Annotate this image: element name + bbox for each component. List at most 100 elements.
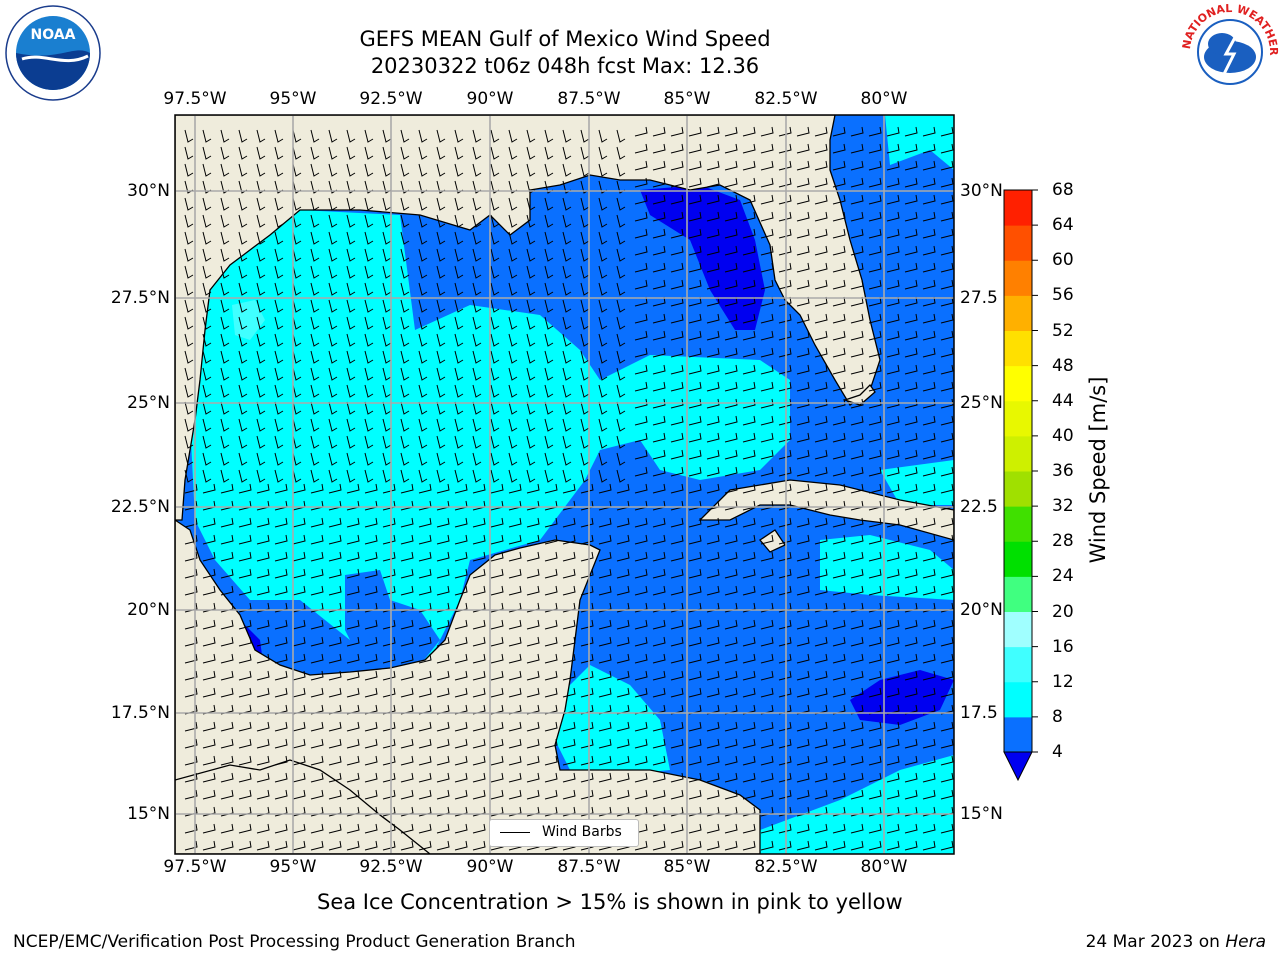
wind-barb: [868, 449, 882, 460]
wind-barb: [724, 432, 738, 443]
wind-barb: [562, 299, 572, 313]
wind-barb: [724, 823, 738, 834]
wind-barb: [562, 483, 576, 494]
wind-barb: [382, 248, 392, 262]
wind-barb: [814, 143, 828, 154]
wind-barb: [508, 214, 518, 228]
wind-barb: [544, 653, 558, 664]
wind-barb: [616, 350, 626, 364]
wind-barb: [778, 330, 792, 341]
wind-barb: [706, 211, 720, 222]
wind-barb: [418, 517, 432, 528]
wind-barb: [904, 398, 918, 409]
wind-barb: [670, 517, 684, 528]
wind-barb: [598, 585, 612, 596]
wind-barb: [400, 401, 410, 415]
wind-barb: [328, 568, 342, 579]
wind-barb: [670, 568, 684, 579]
wind-barb: [220, 248, 230, 262]
wind-barb: [814, 126, 828, 137]
wind-barb: [472, 282, 482, 296]
wind-barb: [598, 483, 612, 494]
wind-barb: [526, 248, 536, 262]
wind-barb: [724, 194, 738, 205]
colorbar-segment: [1004, 330, 1032, 367]
wind-barb: [220, 146, 230, 160]
wind-barb: [868, 840, 882, 851]
wind-barb: [940, 364, 954, 375]
wind-barb: [454, 534, 468, 545]
wind-barb: [184, 772, 198, 783]
wind-barb: [760, 279, 774, 290]
wind-barb: [382, 772, 396, 783]
wind-barb: [544, 384, 554, 398]
wind-barb: [724, 347, 738, 358]
wind-barb: [184, 469, 194, 483]
wind-barb: [418, 367, 428, 381]
wind-barb: [796, 449, 810, 460]
wind-barb: [508, 738, 522, 749]
wind-barb: [652, 789, 666, 800]
map-subtitle-forecast: 20230322 t06z 048h fcst Max: 12.36: [370, 54, 760, 78]
wind-barb: [688, 381, 702, 392]
wind-barb: [292, 282, 302, 296]
wind-barb: [688, 534, 702, 545]
wind-barb: [796, 245, 810, 256]
wind-barb: [526, 602, 540, 613]
wind-barb: [544, 619, 558, 630]
wind-barb: [256, 197, 266, 211]
wind-barb: [742, 687, 756, 698]
wind-barb: [184, 687, 198, 698]
wind-barb: [904, 823, 918, 834]
wind-barb: [814, 483, 828, 494]
wind-barb: [544, 197, 554, 211]
wind-barb: [400, 384, 410, 398]
wind-barb: [940, 347, 954, 358]
wind-barb: [508, 316, 518, 330]
wind-barb: [418, 197, 428, 211]
wind-barb: [202, 333, 212, 347]
wind-barb: [706, 806, 720, 817]
wind-barb: [886, 330, 900, 341]
wind-barb: [688, 517, 702, 528]
wind-barb: [508, 789, 522, 800]
wind-barb: [562, 197, 572, 211]
wind-barb: [580, 418, 590, 432]
wind-barb: [400, 823, 414, 834]
wind-barb: [562, 636, 576, 647]
wind-barb: [616, 551, 630, 562]
wind-barb: [796, 636, 810, 647]
wind-barb: [580, 129, 590, 143]
wind-barb: [526, 772, 540, 783]
wind-barb: [418, 231, 428, 245]
wind-barb: [202, 738, 216, 749]
wind-barb: [292, 401, 302, 415]
wind-barb: [634, 823, 648, 834]
wind-barb: [508, 534, 522, 545]
wind-barb: [202, 384, 212, 398]
wind-barb: [904, 415, 918, 426]
wind-barb: [778, 653, 792, 664]
wind-barb: [868, 483, 882, 494]
wind-barb: [814, 296, 828, 307]
wind-barb: [616, 299, 626, 313]
wind-barb: [742, 364, 756, 375]
wind-barb: [652, 245, 666, 256]
wind-barb: [436, 483, 450, 494]
wind-barb: [904, 432, 918, 443]
wind-barb: [580, 214, 590, 228]
wind-barb: [724, 160, 738, 171]
wind-barb: [490, 418, 500, 432]
wind-barb: [904, 483, 918, 494]
wind-barb: [454, 163, 464, 177]
wind-barb: [346, 163, 356, 177]
wind-barb: [670, 245, 684, 256]
wind-barb: [940, 262, 954, 273]
wind-barb: [598, 316, 608, 330]
wind-barb: [868, 364, 882, 375]
wind-barb: [580, 806, 594, 817]
wind-barb: [418, 483, 432, 494]
wind-barb: [688, 143, 702, 154]
wind-barb: [544, 789, 558, 800]
wind-barb: [310, 772, 324, 783]
